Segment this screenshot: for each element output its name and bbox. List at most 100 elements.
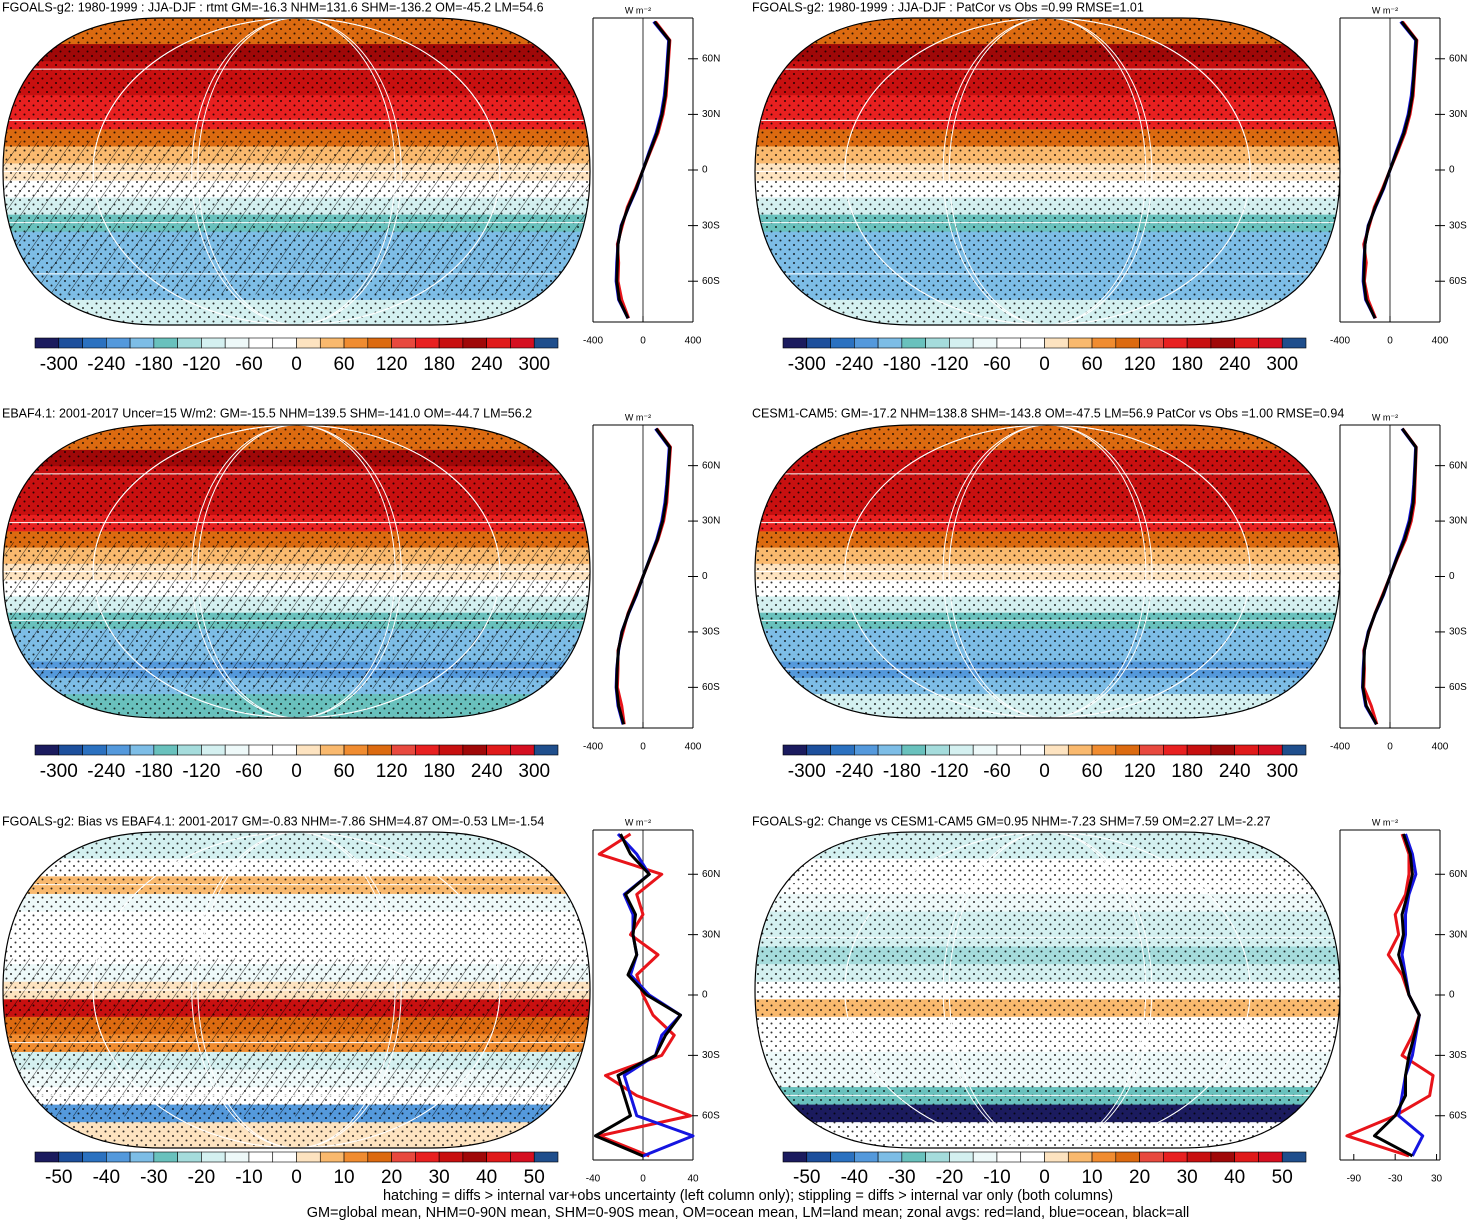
colorbar-box [510,1151,535,1163]
x-tick-label: -400 [583,336,603,347]
map-border [2,17,591,326]
colorbar-box [782,744,808,756]
colorbar-box [1234,1151,1259,1163]
colorbar-box [1044,1151,1069,1163]
colorbar-box [1258,1151,1283,1163]
unit-label: W m⁻² [625,5,651,15]
colorbar-box [830,1151,855,1163]
x-tick-label: 400 [1432,742,1449,753]
colorbar-box [319,744,345,756]
colorbar-box [510,744,535,756]
colorbar-box [1115,1151,1140,1163]
colorbar-box [877,1151,903,1163]
colorbar-box [415,1151,440,1163]
y-tick-label: 0 [702,990,708,1001]
x-tick-label: 0 [640,1174,646,1185]
y-tick-label: 30S [1449,627,1467,638]
colorbar-box [106,1151,131,1163]
colorbar-box [1139,1151,1164,1163]
colorbar-label: 0 [1039,761,1050,782]
colorbar-label: 20 [381,1167,402,1188]
colorbar-box [224,744,250,756]
colorbar-box [201,744,226,756]
colorbar-label: -180 [135,354,173,375]
colorbar-box [1020,337,1045,349]
y-tick-label: 30N [1449,109,1467,120]
hatching [3,958,590,1117]
colorbar-box [1044,744,1069,756]
map-border [754,831,1341,1149]
colorbar-box [1258,337,1283,349]
graticule [92,18,501,325]
colorbar-box [877,744,903,756]
colorbar-box [1020,744,1045,756]
colorbar-box [1020,1151,1045,1163]
colorbar-box [129,337,155,349]
colorbar-label: -30 [140,1167,167,1188]
y-tick-label: 0 [1449,165,1455,176]
graticule [942,832,1153,1148]
colorbar-label: 50 [524,1167,545,1188]
colorbar-box [367,744,392,756]
colorbar-box [925,1151,950,1163]
y-tick-label: 60N [1449,53,1467,64]
colorbar-box [996,744,1022,756]
zonal-line [1345,833,1435,1158]
x-tick-label: 400 [685,742,702,753]
y-tick-label: 60S [702,1110,720,1121]
colorbar-box [1186,1151,1212,1163]
graticule [948,425,1147,718]
colorbar-box [877,337,903,349]
colorbar-box [1139,744,1164,756]
colorbar-box [391,1151,416,1163]
colorbar-box [391,337,416,349]
colorbar-label: -60 [235,354,262,375]
colorbar-label: -240 [87,761,125,782]
y-tick-label: 30N [1449,929,1467,940]
colorbar-label: 60 [1081,354,1102,375]
unit-label: W m⁻² [1372,412,1398,422]
colorbar-box [343,337,369,349]
colorbar-box [1091,337,1117,349]
colorbar-box [224,337,250,349]
y-tick-label: 0 [1449,990,1455,1001]
colorbar-label: 180 [1171,354,1203,375]
colorbar-box [806,337,831,349]
colorbar-label: -240 [87,354,125,375]
hatching [3,542,590,689]
y-tick-label: 30S [702,220,720,231]
x-tick-label: 40 [687,1174,699,1185]
zonal-line [615,20,671,319]
colorbar-label: -50 [793,1167,820,1188]
colorbar-box [272,744,297,756]
colorbar-box [901,337,926,349]
colorbar-box [925,744,950,756]
colorbar-label: 0 [291,761,302,782]
colorbar-box [153,744,178,756]
map-border [2,424,591,719]
x-tick-label: -400 [1330,742,1350,753]
colorbar-box [438,337,464,349]
colorbar-box [34,744,60,756]
y-tick-label: 0 [702,165,708,176]
colorbar-box [1281,1151,1307,1163]
colorbar-box [58,744,83,756]
colorbar-box [1163,1151,1188,1163]
colorbar-box [82,744,107,756]
colorbar-label: 30 [1177,1167,1198,1188]
colorbar-label: 40 [1224,1167,1245,1188]
y-tick-label: 60N [702,53,720,64]
x-tick-label: -400 [583,742,603,753]
colorbar-box [1044,337,1069,349]
colorbar-box [177,1151,202,1163]
colorbar-label: 180 [423,761,455,782]
colorbar-box [901,744,926,756]
colorbar-label: 120 [1124,354,1156,375]
colorbar-label: -60 [983,761,1010,782]
colorbar-label: -120 [182,761,220,782]
y-tick-label: 60S [702,276,720,287]
unit-label: W m⁻² [1372,817,1398,827]
colorbar-label: 60 [333,354,354,375]
colorbar-box [296,1151,321,1163]
colorbar-box [486,1151,511,1163]
